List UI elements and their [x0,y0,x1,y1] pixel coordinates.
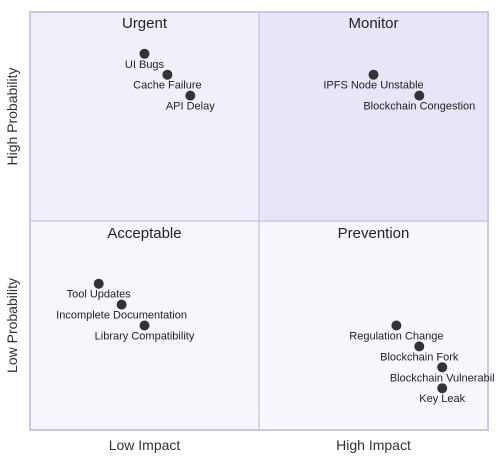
data-point [437,383,448,394]
data-point [368,69,379,80]
data-point [414,90,425,101]
quadrant-prevention-area [259,221,488,430]
data-point [162,69,173,80]
data-point [116,299,127,310]
data-point [93,278,104,289]
data-point-label: Blockchain Vulnerabil [390,372,495,384]
data-point-label: Key Leak [419,393,465,405]
quadrant-title-urgent: Urgent [122,15,168,32]
data-point-label: UI Bugs [125,59,165,71]
y-axis-label-low: Low Probability [4,278,20,373]
data-point-label: API Delay [166,101,215,113]
data-point-label: Blockchain Fork [380,351,459,363]
data-point-label: Blockchain Congestion [363,101,475,113]
quadrant-monitor-area [259,12,488,221]
data-point [437,362,448,373]
quadrant-urgent-area [30,12,259,221]
data-point [139,48,150,59]
x-axis-label-high: High Impact [336,437,411,453]
y-axis-label-high: High Probability [4,67,20,165]
data-point-label: Regulation Change [349,331,443,343]
quadrant-title-acceptable: Acceptable [107,225,181,242]
plot-border [29,11,489,431]
data-point-label: IPFS Node Unstable [323,80,423,92]
data-point-label: Library Compatibility [95,331,195,343]
data-points: UI Bugs Cache Failure API Delay IPFS Node U… [56,48,495,405]
quadrant-title-monitor: Monitor [348,15,398,32]
x-axis-label-low: Low Impact [109,437,181,453]
data-point-label: Incomplete Documentation [56,310,187,322]
data-point [185,90,196,101]
data-point-label: Tool Updates [67,289,132,301]
data-point [414,341,425,352]
data-point-label: Cache Failure [133,80,201,92]
data-point [391,320,402,331]
quadrant-title-prevention: Prevention [338,225,410,242]
data-point [139,320,150,331]
